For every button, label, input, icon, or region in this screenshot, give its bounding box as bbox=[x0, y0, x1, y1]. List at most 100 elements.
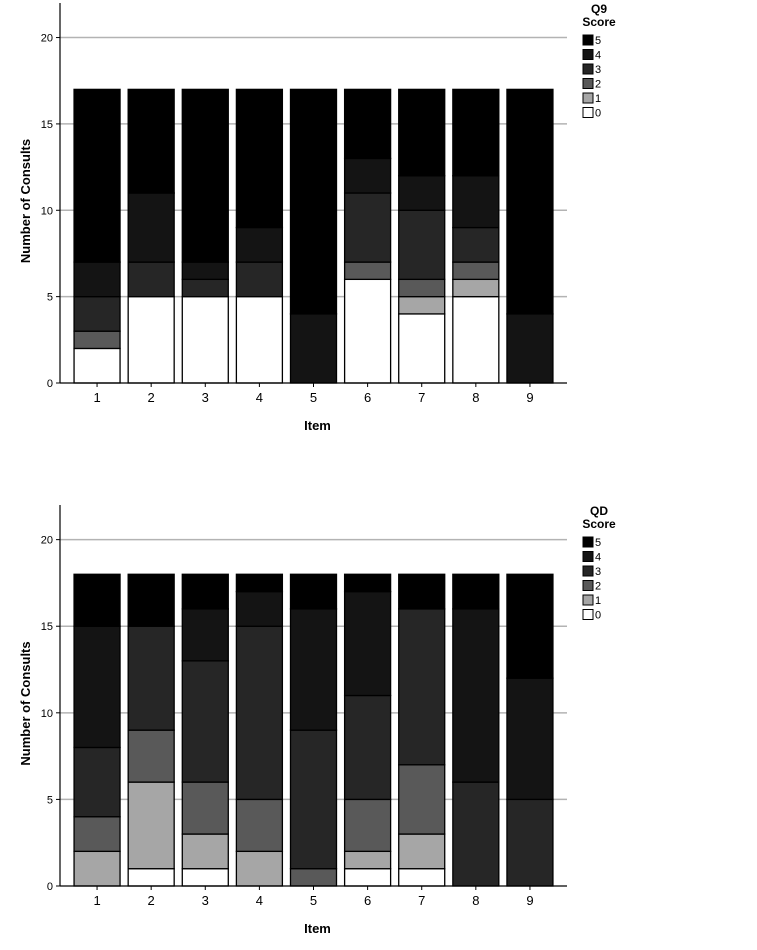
bar-segment-item7-score5 bbox=[398, 573, 446, 610]
x-tick-label: 1 bbox=[93, 893, 100, 908]
x-tick-label: 4 bbox=[256, 390, 263, 405]
x-tick-label: 2 bbox=[148, 390, 155, 405]
bar-segment-item1-score5 bbox=[73, 573, 121, 627]
x-tick-label: 1 bbox=[93, 390, 100, 405]
legend-swatch-2 bbox=[582, 580, 594, 591]
y-tick-label: 0 bbox=[47, 881, 53, 893]
legend-label-5: 5 bbox=[595, 35, 601, 47]
y-tick-label: 10 bbox=[41, 708, 53, 720]
bar-segment-item7-score5 bbox=[398, 88, 446, 177]
bar-segment-item4-score2 bbox=[235, 798, 284, 853]
legend-swatch-1 bbox=[582, 594, 594, 606]
bar-segment-item3-score5 bbox=[181, 88, 229, 263]
bar-segment-item2-score0 bbox=[127, 868, 175, 887]
legend-swatch-0 bbox=[582, 107, 594, 118]
bar-segment-item7-score1 bbox=[398, 833, 446, 870]
bar-segment-item3-score2 bbox=[181, 781, 229, 835]
bar-segment-item8-score5 bbox=[452, 573, 500, 610]
bar-segment-item1-score1 bbox=[73, 850, 121, 887]
bar-segment-item7-score0 bbox=[398, 313, 446, 384]
bar-segment-item6-score0 bbox=[343, 278, 392, 384]
x-tick-label: 8 bbox=[472, 390, 479, 405]
bar-segment-item1-score3 bbox=[73, 746, 121, 818]
legend-label-2: 2 bbox=[595, 581, 601, 593]
x-tick-label: 4 bbox=[256, 893, 263, 908]
bar-segment-item9-score4 bbox=[506, 313, 554, 384]
bar-segment-item9-score5 bbox=[506, 88, 554, 315]
y-tick-label: 5 bbox=[47, 794, 53, 806]
bar-segment-item5-score5 bbox=[289, 573, 338, 610]
bar-segment-item5-score2 bbox=[289, 868, 338, 887]
legend-title: Q9 bbox=[591, 2, 607, 16]
x-axis-title: Item bbox=[304, 418, 331, 433]
legend-label-1: 1 bbox=[595, 93, 601, 105]
bar-segment-item2-score2 bbox=[127, 729, 175, 783]
bar-segment-item7-score2 bbox=[398, 764, 446, 835]
bar-segment-item4-score3 bbox=[235, 261, 284, 298]
bar-segment-item8-score2 bbox=[452, 261, 500, 281]
y-tick-label: 15 bbox=[41, 621, 53, 633]
bar-segment-item8-score5 bbox=[452, 88, 500, 177]
bar-segment-item7-score2 bbox=[398, 278, 446, 298]
legend-label-3: 3 bbox=[595, 64, 601, 76]
bar-segment-item7-score1 bbox=[398, 295, 446, 315]
legend-swatch-1 bbox=[582, 92, 594, 104]
legend-swatch-5 bbox=[582, 536, 594, 548]
bar-segment-item5-score4 bbox=[289, 608, 338, 731]
legend-swatch-3 bbox=[582, 565, 594, 577]
bar-segment-item4-score5 bbox=[235, 88, 284, 229]
legend-swatch-3 bbox=[582, 63, 594, 75]
bar-segment-item5-score4 bbox=[289, 313, 338, 384]
bar-segment-item9-score5 bbox=[506, 573, 554, 679]
bar-segment-item5-score5 bbox=[289, 88, 338, 315]
bar-segment-item3-score5 bbox=[181, 573, 229, 610]
bar-segment-item5-score3 bbox=[289, 729, 338, 870]
legend-label-0: 0 bbox=[595, 108, 601, 120]
bar-segment-item6-score5 bbox=[343, 88, 392, 160]
y-tick-label: 20 bbox=[41, 33, 53, 45]
bar-segment-item2-score3 bbox=[127, 261, 175, 298]
bar-segment-item2-score1 bbox=[127, 781, 175, 870]
bar-segment-item3-score0 bbox=[181, 868, 229, 887]
legend-label-3: 3 bbox=[595, 566, 601, 578]
bar-segment-item6-score5 bbox=[343, 573, 392, 593]
y-tick-label: 5 bbox=[47, 292, 53, 304]
x-tick-label: 9 bbox=[526, 390, 533, 405]
legend-title: Score bbox=[582, 15, 616, 29]
bar-segment-item2-score5 bbox=[127, 88, 175, 194]
bar-segment-item2-score5 bbox=[127, 573, 175, 627]
bar-segment-item3-score4 bbox=[181, 608, 229, 662]
x-tick-label: 6 bbox=[364, 390, 371, 405]
legend-swatch-4 bbox=[582, 49, 594, 60]
y-axis-title: Number of Consults bbox=[18, 139, 33, 263]
bar-segment-item3-score1 bbox=[181, 833, 229, 870]
bar-segment-item4-score1 bbox=[235, 850, 284, 887]
bar-segment-item1-score4 bbox=[73, 261, 121, 298]
bar-segment-item7-score0 bbox=[398, 868, 446, 887]
bar-segment-item6-score1 bbox=[343, 850, 392, 870]
legend-label-4: 4 bbox=[595, 552, 601, 564]
legend-swatch-0 bbox=[582, 609, 594, 620]
legend-swatch-2 bbox=[582, 78, 594, 89]
legend-swatch-4 bbox=[582, 551, 594, 562]
bar-segment-item8-score0 bbox=[452, 295, 500, 384]
legend-label-2: 2 bbox=[595, 79, 601, 91]
x-tick-label: 8 bbox=[472, 893, 479, 908]
y-tick-label: 10 bbox=[41, 205, 53, 217]
x-axis-title: Item bbox=[304, 921, 331, 936]
x-tick-label: 5 bbox=[310, 390, 317, 405]
legend-title: Score bbox=[582, 517, 616, 531]
x-tick-label: 7 bbox=[418, 390, 425, 405]
bar-segment-item4-score3 bbox=[235, 625, 284, 801]
bar-segment-item4-score0 bbox=[235, 295, 284, 384]
legend-label-0: 0 bbox=[595, 610, 601, 622]
x-tick-label: 6 bbox=[364, 893, 371, 908]
bar-segment-item6-score2 bbox=[343, 798, 392, 853]
legend-label-4: 4 bbox=[595, 50, 601, 62]
bar-segment-item7-score3 bbox=[398, 608, 446, 766]
bar-segment-item3-score4 bbox=[181, 261, 229, 281]
